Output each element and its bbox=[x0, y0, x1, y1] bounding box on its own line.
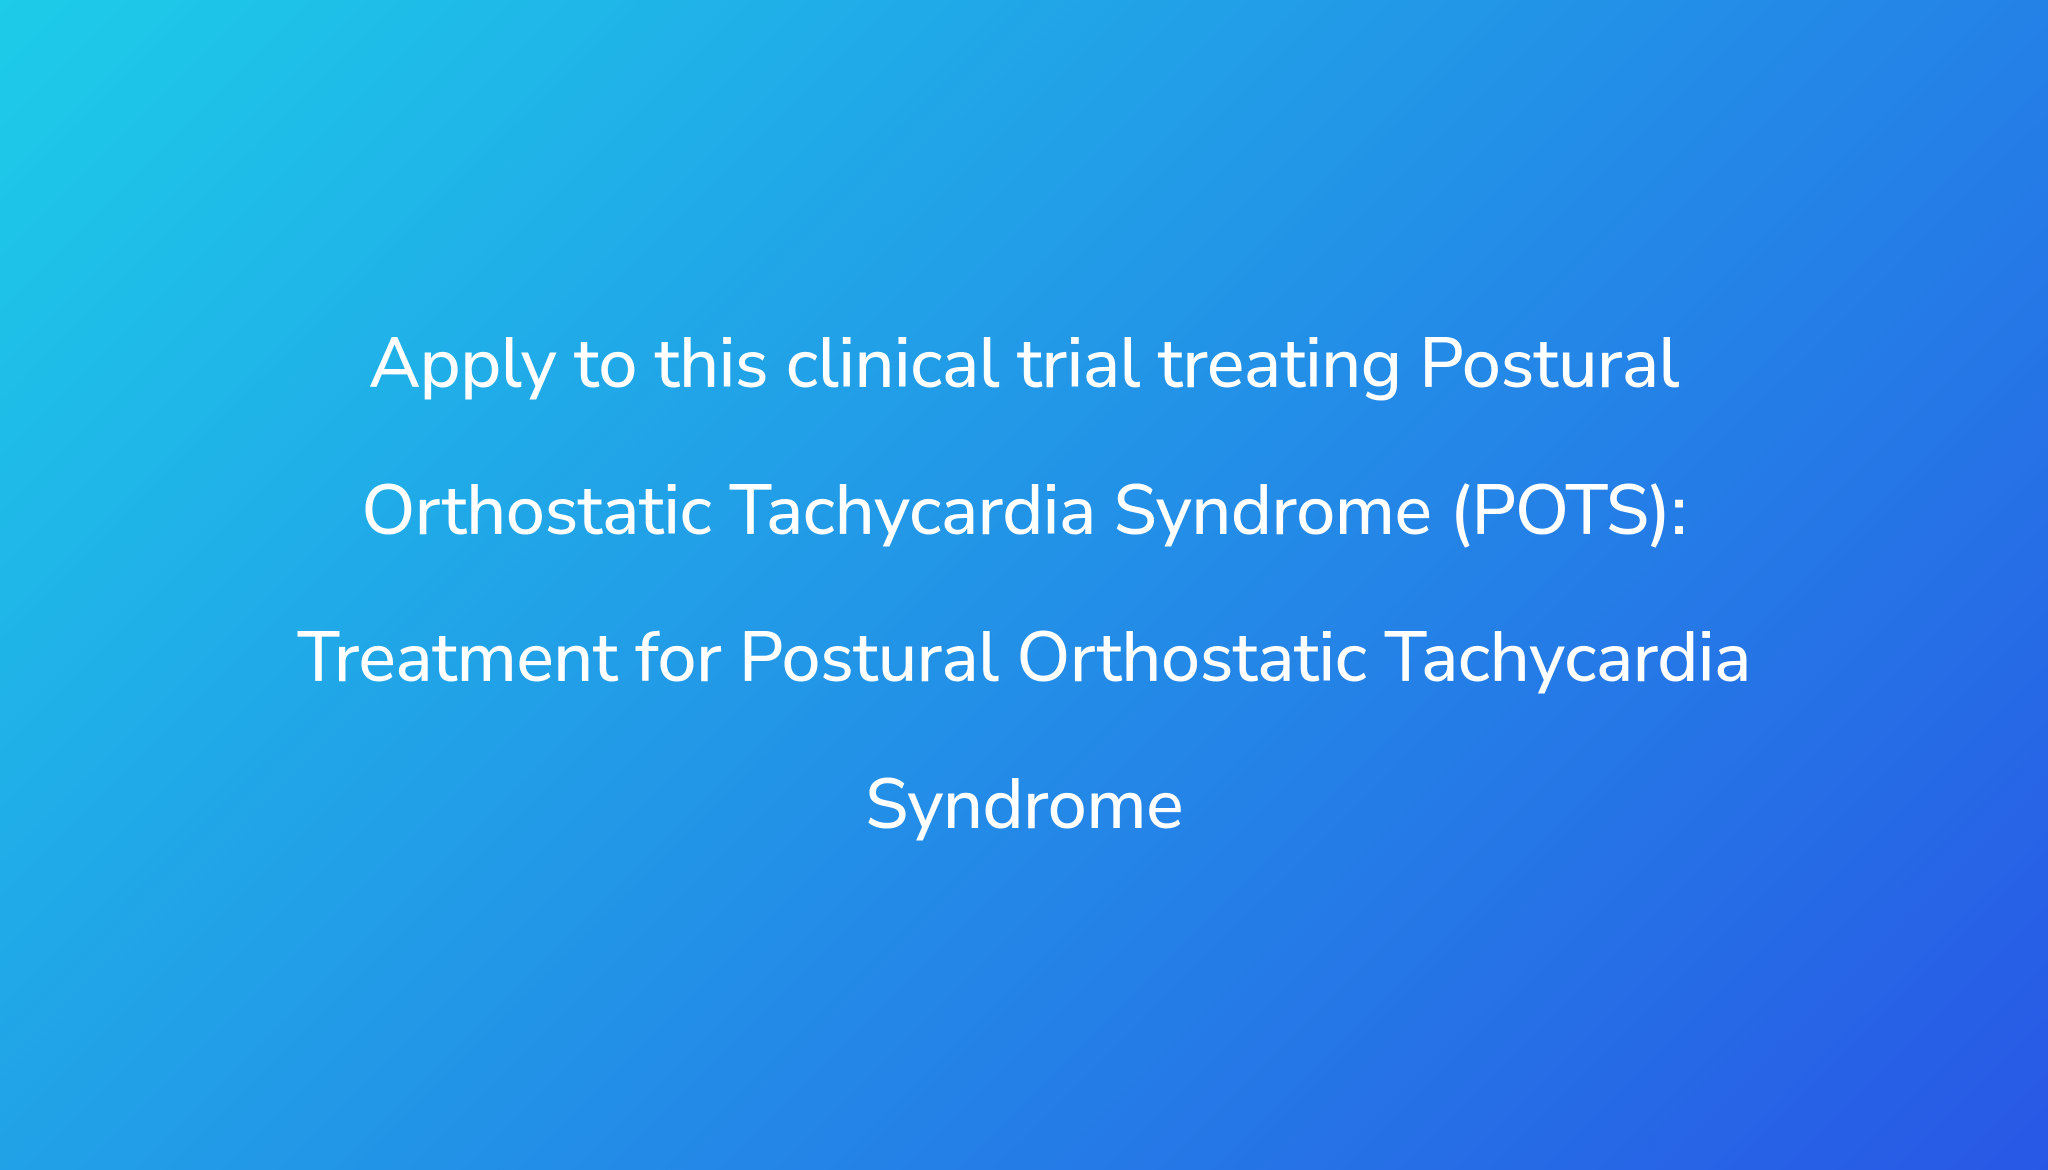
hero-headline: Apply to this clinical trial treating Po… bbox=[200, 291, 1848, 879]
hero-banner: Apply to this clinical trial treating Po… bbox=[0, 0, 2048, 1170]
